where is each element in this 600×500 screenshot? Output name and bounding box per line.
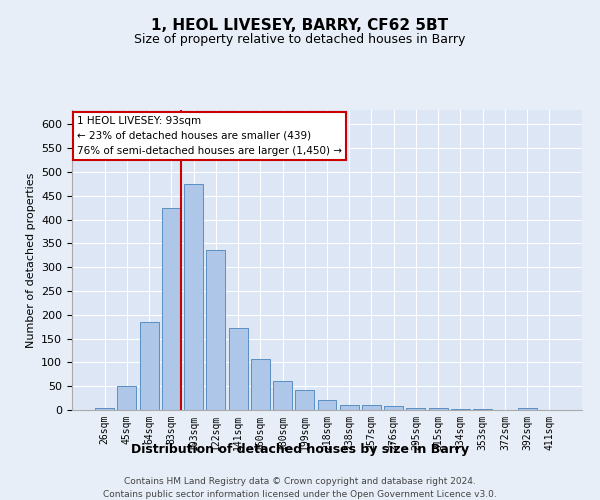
Bar xyxy=(251,359,270,410)
Bar xyxy=(95,408,114,410)
Bar xyxy=(518,408,536,410)
Bar xyxy=(406,408,425,410)
Bar xyxy=(362,405,381,410)
Bar xyxy=(317,400,337,410)
Bar xyxy=(384,406,403,410)
Bar xyxy=(340,405,359,410)
Bar xyxy=(206,250,225,410)
Text: Distribution of detached houses by size in Barry: Distribution of detached houses by size … xyxy=(131,442,469,456)
Text: 1, HEOL LIVESEY, BARRY, CF62 5BT: 1, HEOL LIVESEY, BARRY, CF62 5BT xyxy=(151,18,449,32)
Bar xyxy=(429,408,448,410)
Bar xyxy=(229,328,248,410)
Text: 1 HEOL LIVESEY: 93sqm
← 23% of detached houses are smaller (439)
76% of semi-det: 1 HEOL LIVESEY: 93sqm ← 23% of detached … xyxy=(77,116,342,156)
Bar xyxy=(273,382,292,410)
Bar xyxy=(162,208,181,410)
Text: Contains HM Land Registry data © Crown copyright and database right 2024.: Contains HM Land Registry data © Crown c… xyxy=(124,478,476,486)
Bar xyxy=(295,390,314,410)
Bar xyxy=(473,409,492,410)
Bar xyxy=(184,184,203,410)
Bar xyxy=(140,322,158,410)
Bar xyxy=(451,409,470,410)
Text: Size of property relative to detached houses in Barry: Size of property relative to detached ho… xyxy=(134,32,466,46)
Bar xyxy=(118,386,136,410)
Text: Contains public sector information licensed under the Open Government Licence v3: Contains public sector information licen… xyxy=(103,490,497,499)
Y-axis label: Number of detached properties: Number of detached properties xyxy=(26,172,35,348)
